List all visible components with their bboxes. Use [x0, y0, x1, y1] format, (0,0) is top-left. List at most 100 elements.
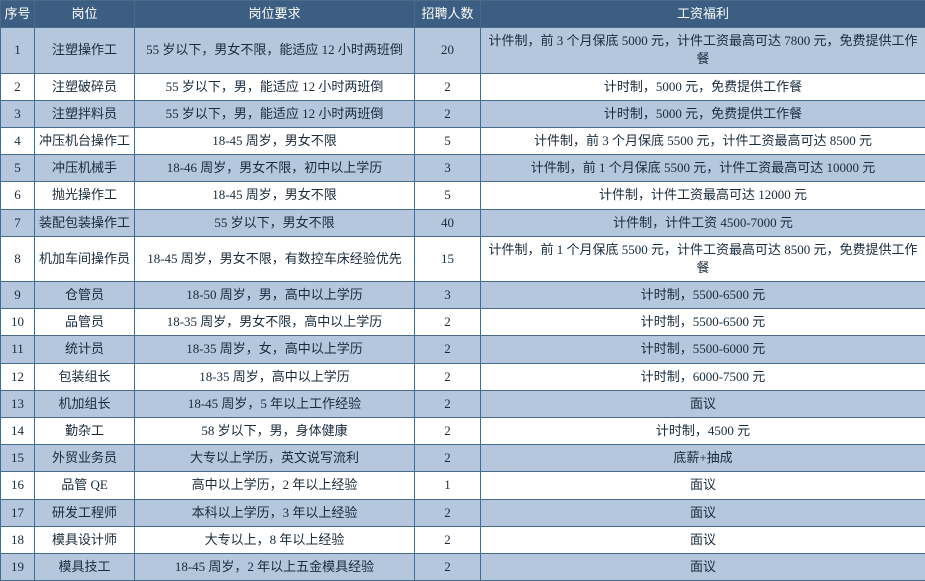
- cell-no: 2: [1, 73, 35, 100]
- cell-no: 12: [1, 363, 35, 390]
- cell-no: 16: [1, 472, 35, 499]
- table-row: 5冲压机械手18-46 周岁，男女不限，初中以上学历3计件制，前 1 个月保底 …: [1, 155, 925, 182]
- cell-no: 4: [1, 127, 35, 154]
- table-row: 4冲压机台操作工18-45 周岁，男女不限5计件制，前 3 个月保底 5500 …: [1, 127, 925, 154]
- table-row: 2注塑破碎员55 岁以下，男，能适应 12 小时两班倒2计时制，5000 元，免…: [1, 73, 925, 100]
- cell-req: 18-45 周岁，男女不限: [135, 182, 415, 209]
- cell-pos: 冲压机械手: [35, 155, 135, 182]
- cell-pos: 包装组长: [35, 363, 135, 390]
- cell-sal: 面议: [481, 526, 925, 553]
- cell-sal: 面议: [481, 499, 925, 526]
- cell-cnt: 2: [415, 363, 481, 390]
- cell-no: 3: [1, 100, 35, 127]
- cell-pos: 模具技工: [35, 553, 135, 580]
- cell-no: 10: [1, 309, 35, 336]
- cell-req: 55 岁以下，男，能适应 12 小时两班倒: [135, 100, 415, 127]
- table-header-row: 序号 岗位 岗位要求 招聘人数 工资福利: [1, 1, 925, 28]
- cell-req: 18-45 周岁，男女不限，有数控车床经验优先: [135, 236, 415, 281]
- cell-cnt: 2: [415, 526, 481, 553]
- table-row: 3注塑拌料员55 岁以下，男，能适应 12 小时两班倒2计时制，5000 元，免…: [1, 100, 925, 127]
- table-row: 15外贸业务员大专以上学历，英文说写流利2底薪+抽成: [1, 445, 925, 472]
- cell-cnt: 2: [415, 100, 481, 127]
- table-row: 11统计员18-35 周岁，女，高中以上学历2计时制，5500-6000 元: [1, 336, 925, 363]
- cell-req: 18-46 周岁，男女不限，初中以上学历: [135, 155, 415, 182]
- table-row: 13机加组长18-45 周岁，5 年以上工作经验2面议: [1, 390, 925, 417]
- cell-cnt: 2: [415, 336, 481, 363]
- table-row: 6抛光操作工18-45 周岁，男女不限5计件制，计件工资最高可达 12000 元: [1, 182, 925, 209]
- table-row: 10品管员18-35 周岁，男女不限，高中以上学历2计时制，5500-6500 …: [1, 309, 925, 336]
- cell-no: 9: [1, 282, 35, 309]
- cell-sal: 计时制，5000 元，免费提供工作餐: [481, 73, 925, 100]
- cell-req: 大专以上，8 年以上经验: [135, 526, 415, 553]
- cell-no: 5: [1, 155, 35, 182]
- cell-pos: 冲压机台操作工: [35, 127, 135, 154]
- cell-cnt: 5: [415, 127, 481, 154]
- cell-req: 18-45 周岁，2 年以上五金模具经验: [135, 553, 415, 580]
- cell-req: 18-45 周岁，5 年以上工作经验: [135, 390, 415, 417]
- table-row: 1注塑操作工55 岁以下，男女不限，能适应 12 小时两班倒20计件制，前 3 …: [1, 28, 925, 73]
- cell-pos: 品管员: [35, 309, 135, 336]
- cell-sal: 面议: [481, 553, 925, 580]
- cell-req: 55 岁以下，男女不限，能适应 12 小时两班倒: [135, 28, 415, 73]
- table-row: 18模具设计师大专以上，8 年以上经验2面议: [1, 526, 925, 553]
- cell-pos: 注塑破碎员: [35, 73, 135, 100]
- table-row: 14勤杂工58 岁以下，男，身体健康2计时制，4500 元: [1, 418, 925, 445]
- cell-cnt: 5: [415, 182, 481, 209]
- cell-req: 高中以上学历，2 年以上经验: [135, 472, 415, 499]
- cell-no: 15: [1, 445, 35, 472]
- table-row: 8机加车间操作员18-45 周岁，男女不限，有数控车床经验优先15计件制，前 1…: [1, 236, 925, 281]
- cell-sal: 计时制，6000-7500 元: [481, 363, 925, 390]
- cell-sal: 计件制，计件工资 4500-7000 元: [481, 209, 925, 236]
- cell-cnt: 20: [415, 28, 481, 73]
- cell-pos: 机加车间操作员: [35, 236, 135, 281]
- cell-pos: 研发工程师: [35, 499, 135, 526]
- cell-req: 55 岁以下，男，能适应 12 小时两班倒: [135, 73, 415, 100]
- cell-pos: 品管 QE: [35, 472, 135, 499]
- cell-no: 13: [1, 390, 35, 417]
- cell-sal: 计时制，5500-6500 元: [481, 309, 925, 336]
- table-row: 12包装组长18-35 周岁，高中以上学历2计时制，6000-7500 元: [1, 363, 925, 390]
- cell-sal: 面议: [481, 472, 925, 499]
- cell-req: 大专以上学历，英文说写流利: [135, 445, 415, 472]
- cell-pos: 模具设计师: [35, 526, 135, 553]
- table-row: 16品管 QE高中以上学历，2 年以上经验1面议: [1, 472, 925, 499]
- cell-cnt: 2: [415, 73, 481, 100]
- cell-cnt: 2: [415, 499, 481, 526]
- cell-pos: 仓管员: [35, 282, 135, 309]
- cell-cnt: 40: [415, 209, 481, 236]
- col-header-req: 岗位要求: [135, 1, 415, 28]
- cell-cnt: 15: [415, 236, 481, 281]
- cell-sal: 计时制，5500-6000 元: [481, 336, 925, 363]
- cell-no: 7: [1, 209, 35, 236]
- cell-sal: 计时制，4500 元: [481, 418, 925, 445]
- cell-pos: 统计员: [35, 336, 135, 363]
- cell-sal: 面议: [481, 390, 925, 417]
- col-header-sal: 工资福利: [481, 1, 925, 28]
- cell-req: 18-35 周岁，男女不限，高中以上学历: [135, 309, 415, 336]
- cell-cnt: 1: [415, 472, 481, 499]
- cell-no: 18: [1, 526, 35, 553]
- cell-cnt: 3: [415, 282, 481, 309]
- cell-cnt: 2: [415, 309, 481, 336]
- cell-cnt: 3: [415, 155, 481, 182]
- cell-no: 11: [1, 336, 35, 363]
- cell-sal: 计件制，前 1 个月保底 5500 元，计件工资最高可达 10000 元: [481, 155, 925, 182]
- recruitment-table: 序号 岗位 岗位要求 招聘人数 工资福利 1注塑操作工55 岁以下，男女不限，能…: [0, 0, 925, 581]
- cell-no: 8: [1, 236, 35, 281]
- cell-no: 6: [1, 182, 35, 209]
- cell-pos: 装配包装操作工: [35, 209, 135, 236]
- cell-sal: 计件制，计件工资最高可达 12000 元: [481, 182, 925, 209]
- col-header-no: 序号: [1, 1, 35, 28]
- cell-no: 17: [1, 499, 35, 526]
- col-header-cnt: 招聘人数: [415, 1, 481, 28]
- cell-pos: 注塑拌料员: [35, 100, 135, 127]
- cell-req: 18-45 周岁，男女不限: [135, 127, 415, 154]
- cell-cnt: 2: [415, 445, 481, 472]
- table-body: 1注塑操作工55 岁以下，男女不限，能适应 12 小时两班倒20计件制，前 3 …: [1, 28, 925, 581]
- cell-req: 本科以上学历，3 年以上经验: [135, 499, 415, 526]
- cell-no: 1: [1, 28, 35, 73]
- cell-sal: 计件制，前 3 个月保底 5000 元，计件工资最高可达 7800 元，免费提供…: [481, 28, 925, 73]
- cell-pos: 外贸业务员: [35, 445, 135, 472]
- table-row: 7装配包装操作工55 岁以下，男女不限40计件制，计件工资 4500-7000 …: [1, 209, 925, 236]
- cell-sal: 计件制，前 3 个月保底 5500 元，计件工资最高可达 8500 元: [481, 127, 925, 154]
